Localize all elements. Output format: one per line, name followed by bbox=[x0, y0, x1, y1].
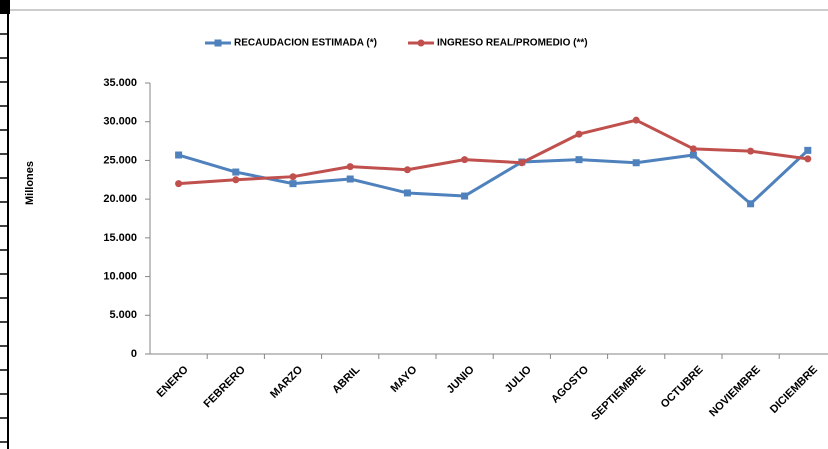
x-tick-label: JUNIO bbox=[445, 363, 478, 396]
data-point bbox=[689, 145, 697, 153]
x-tick-label: MARZO bbox=[268, 363, 305, 400]
legend-label: RECAUDACION ESTIMADA (*) bbox=[234, 38, 377, 49]
data-point bbox=[689, 151, 697, 159]
data-point bbox=[175, 180, 183, 188]
data-point bbox=[747, 147, 755, 155]
x-tick-label: SEPTIEMBRE bbox=[589, 364, 648, 423]
data-point bbox=[403, 189, 411, 197]
data-point bbox=[632, 159, 640, 167]
cell-borders bbox=[0, 0, 10, 443]
series-line bbox=[178, 118, 809, 186]
data-point bbox=[346, 175, 354, 183]
data-point bbox=[575, 130, 583, 138]
data-point bbox=[175, 151, 183, 159]
x-tick-label: DICIEMBRE bbox=[768, 364, 820, 416]
data-point bbox=[403, 166, 411, 174]
x-tick-label: MAYO bbox=[388, 363, 419, 394]
data-point bbox=[289, 173, 297, 181]
cell-corner bbox=[0, 0, 10, 14]
y-tick-label: 35.000 bbox=[103, 77, 137, 89]
data-point bbox=[632, 116, 640, 124]
data-point bbox=[461, 156, 469, 164]
x-tick-label: ABRIL bbox=[330, 363, 362, 395]
x-tick-label: AGOSTO bbox=[549, 363, 591, 405]
legend-marker bbox=[214, 39, 222, 47]
data-point bbox=[804, 146, 812, 154]
series-line bbox=[178, 149, 809, 206]
legend-marker bbox=[417, 39, 425, 47]
y-tick-label: 0 bbox=[131, 348, 137, 360]
data-point bbox=[747, 200, 755, 208]
data-point bbox=[804, 155, 812, 163]
x-tick-label: NOVIEMBRE bbox=[707, 364, 763, 420]
data-point bbox=[346, 163, 354, 171]
legend-label: INGRESO REAL/PROMEDIO (**) bbox=[437, 38, 588, 49]
y-tick-label: 20.000 bbox=[103, 193, 137, 205]
data-point bbox=[461, 192, 469, 200]
y-tick-label: 30.000 bbox=[103, 116, 137, 128]
data-point bbox=[575, 156, 583, 164]
data-point bbox=[232, 168, 240, 176]
y-tick-label: 10.000 bbox=[103, 270, 137, 282]
data-point bbox=[518, 159, 526, 167]
x-tick-label: ENERO bbox=[155, 363, 191, 399]
y-tick-label: 25.000 bbox=[103, 154, 137, 166]
x-tick-label: JULIO bbox=[503, 363, 535, 395]
data-point bbox=[289, 180, 297, 188]
y-tick-label: 5.000 bbox=[109, 309, 137, 321]
x-tick-label: OCTUBRE bbox=[659, 364, 706, 411]
y-tick-label: 15.000 bbox=[103, 232, 137, 244]
y-axis-title: Millones bbox=[24, 161, 36, 205]
data-point bbox=[232, 176, 240, 184]
x-tick-label: FEBRERO bbox=[201, 363, 248, 410]
